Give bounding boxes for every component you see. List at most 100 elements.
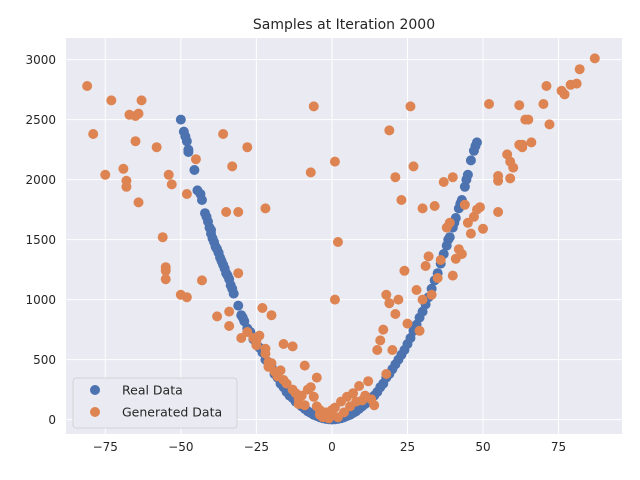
generated-data-point [432, 273, 443, 283]
y-tick-label: 500 [33, 353, 56, 367]
generated-data-point [266, 358, 277, 369]
legend: Real Data Generated Data [72, 377, 238, 429]
generated-data-point [381, 289, 392, 300]
generated-data-point [589, 53, 600, 64]
real-data-point [181, 136, 192, 147]
generated-data-point [396, 195, 407, 205]
generated-data-point [444, 217, 455, 228]
generated-data-point [456, 249, 467, 259]
generated-data-point [447, 270, 458, 281]
generated-data-point [402, 318, 413, 329]
generated-data-point [136, 95, 147, 106]
generated-data-point [82, 81, 93, 91]
real-data-point [196, 195, 207, 205]
generated-data-point [121, 181, 132, 192]
generated-data-point [405, 101, 416, 112]
generated-data-point [218, 129, 229, 139]
generated-data-point [287, 341, 298, 352]
generated-data-point [538, 99, 549, 109]
generated-data-point [251, 340, 262, 351]
generated-data-point [420, 261, 431, 271]
generated-data-point [329, 294, 340, 305]
legend-marker-generated-data [90, 407, 100, 417]
generated-data-point [417, 294, 428, 305]
generated-data-point [100, 169, 111, 180]
plot-area [66, 38, 622, 434]
generated-data-point [130, 136, 141, 147]
generated-data-point [369, 400, 380, 411]
generated-data-point [505, 173, 516, 184]
generated-data-point [393, 294, 404, 305]
generated-data-point [390, 172, 401, 183]
generated-data-point [381, 369, 392, 379]
real-data-point [465, 155, 476, 166]
real-data-point [444, 232, 455, 243]
generated-data-point [212, 311, 223, 322]
generated-data-point [275, 365, 286, 376]
generated-data-point [278, 339, 289, 349]
generated-data-point [299, 360, 310, 371]
y-tick-label: 2000 [25, 173, 56, 187]
real-data-point [175, 114, 186, 125]
generated-data-point [571, 78, 582, 89]
generated-data-point [308, 391, 319, 402]
generated-data-point [411, 285, 422, 295]
generated-data-point [160, 274, 171, 285]
generated-data-point [459, 199, 470, 210]
tick-labels: −75 −50 −25 0 25 50 75 0 500 1000 1500 2000 2500 3000 [25, 53, 566, 454]
generated-data-point [438, 177, 449, 187]
generated-data-point [399, 265, 410, 276]
chart-title: Samples at Iteration 2000 [253, 17, 435, 33]
generated-data-point [508, 162, 519, 173]
generated-data-point [417, 203, 428, 214]
x-tick-label: 0 [328, 440, 336, 454]
real-data-point [233, 300, 244, 311]
generated-data-point [260, 348, 271, 359]
generated-data-point [163, 169, 174, 180]
generated-data-point [493, 171, 504, 181]
generated-data-point [166, 179, 177, 190]
real-data-point [189, 165, 200, 175]
data-points [82, 53, 600, 425]
x-tick-label: 50 [475, 440, 490, 454]
generated-data-point [190, 154, 201, 165]
generated-data-point [196, 275, 207, 286]
generated-data-point [474, 202, 485, 213]
legend-box [72, 377, 238, 429]
generated-data-point [299, 400, 310, 411]
generated-data-point [541, 81, 552, 91]
generated-data-point [233, 207, 244, 217]
generated-data-point [375, 335, 386, 346]
y-tick-label: 1000 [25, 293, 56, 307]
generated-data-point [332, 237, 343, 247]
generated-data-point [224, 306, 235, 317]
y-tick-label: 3000 [25, 53, 56, 67]
generated-data-point [305, 167, 316, 178]
real-data-point [228, 288, 239, 299]
generated-data-point [493, 207, 504, 217]
generated-data-point [151, 142, 162, 153]
generated-data-point [435, 255, 446, 265]
generated-data-point [266, 310, 277, 321]
generated-data-point [181, 292, 192, 303]
generated-data-point [414, 325, 425, 336]
real-data-point [183, 147, 194, 157]
generated-data-point [181, 189, 192, 199]
generated-data-point [224, 321, 235, 331]
generated-data-point [544, 119, 555, 130]
generated-data-point [118, 163, 129, 174]
y-tick-label: 1500 [25, 233, 56, 247]
generated-data-point [478, 223, 488, 234]
generated-data-point [484, 99, 495, 109]
x-tick-label: −75 [93, 440, 118, 454]
generated-data-point [363, 376, 374, 387]
generated-data-point [574, 64, 585, 75]
generated-data-point [378, 324, 389, 335]
y-tick-label: 2500 [25, 113, 56, 127]
legend-marker-real-data [90, 385, 100, 395]
generated-data-point [514, 100, 525, 111]
generated-data-point [384, 125, 395, 136]
x-tick-label: −25 [244, 440, 269, 454]
legend-label-real-data: Real Data [122, 383, 183, 398]
generated-data-point [329, 156, 340, 167]
